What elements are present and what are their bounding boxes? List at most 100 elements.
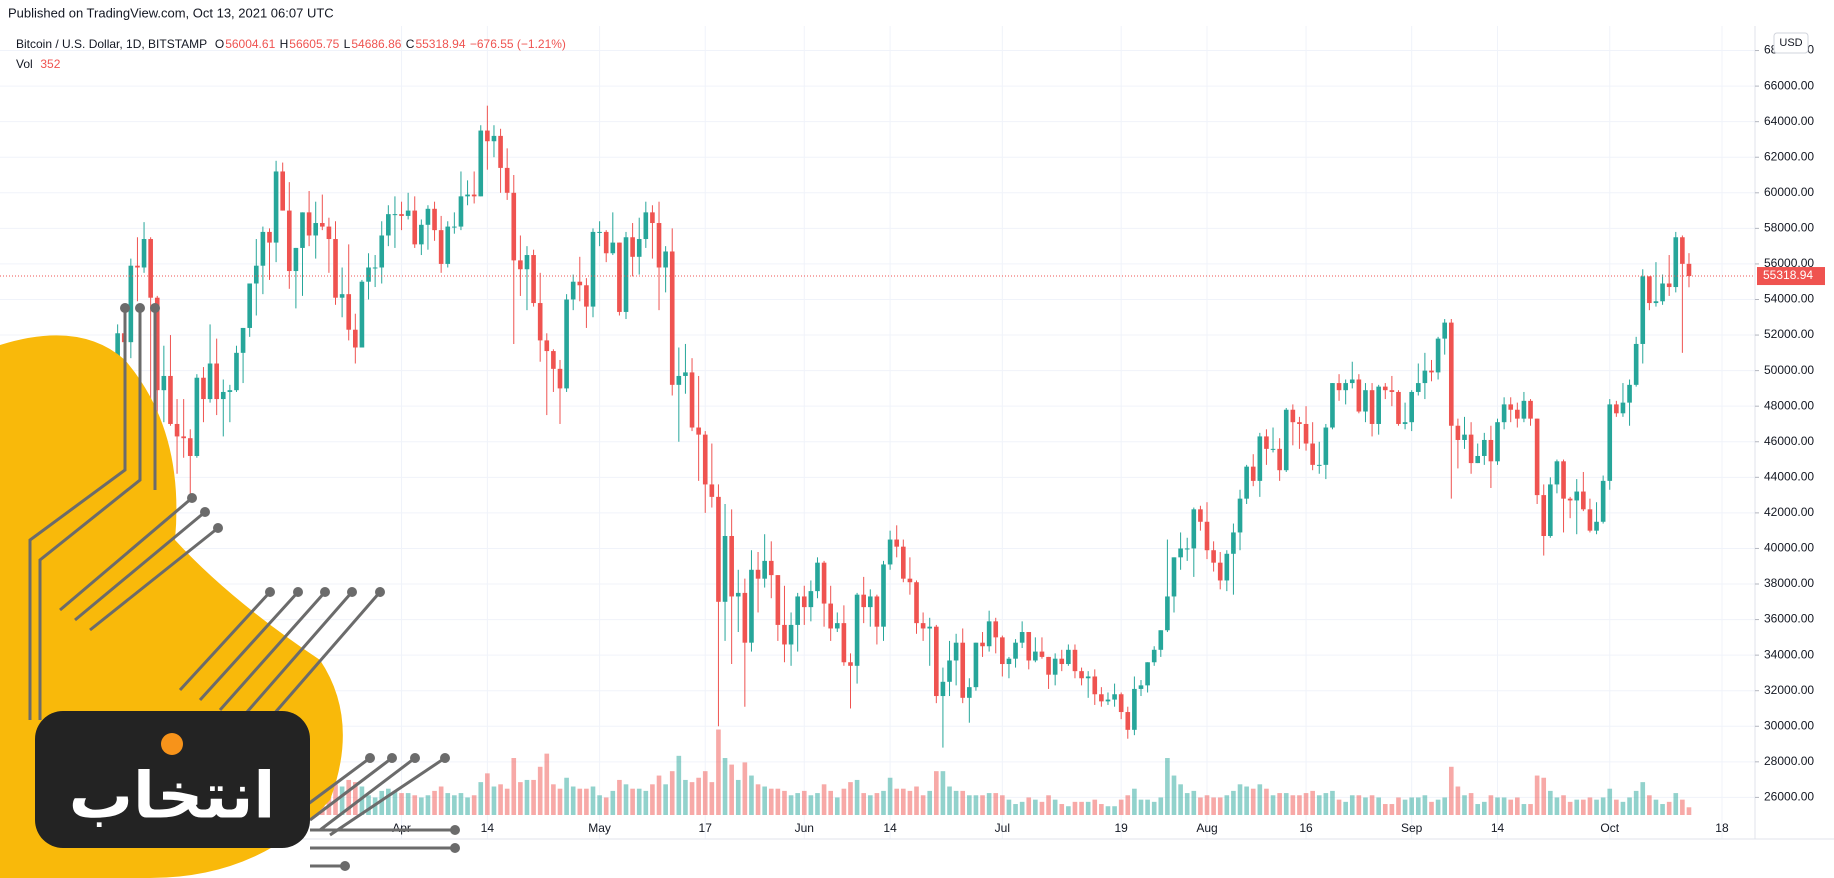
candle-body [339, 294, 345, 298]
candle-body [617, 242, 622, 312]
candle-body [821, 562, 827, 604]
volume-bar [1178, 784, 1183, 815]
volume-bar [452, 795, 457, 815]
candle-body [425, 208, 431, 225]
volume-bar [1363, 797, 1368, 815]
candle-body [1046, 656, 1051, 675]
x-tick-label: 18 [1715, 821, 1729, 835]
volume-bar [828, 790, 833, 815]
candle-body [1079, 671, 1084, 679]
volume-bar [577, 788, 583, 815]
volume-bar [623, 784, 629, 815]
volume-bar [841, 788, 847, 815]
volume-bar [432, 790, 437, 815]
x-tick-label: 17 [699, 821, 713, 835]
volume-bar [821, 784, 827, 815]
volume-bar [504, 788, 510, 815]
candle-body [187, 438, 193, 456]
candle-body [1548, 484, 1553, 536]
candle-body [861, 594, 867, 608]
volume-bar [1072, 801, 1078, 815]
candle-body [920, 623, 926, 629]
volume-bar [1567, 801, 1573, 815]
candle-body [900, 546, 906, 579]
volume-bar [1039, 801, 1045, 815]
y-tick-label: 56000.00 [1764, 256, 1814, 270]
y-tick-label: 40000.00 [1764, 541, 1814, 555]
volume-bar [1666, 801, 1672, 815]
volume-bar [485, 773, 490, 815]
candle-body [1620, 402, 1626, 414]
candle-body [630, 237, 635, 257]
candle-body [1290, 409, 1296, 423]
volume-bar [438, 786, 444, 815]
change: −676.55 (−1.21%) [469, 37, 566, 51]
candle-body [986, 621, 992, 647]
candle-body [1349, 379, 1355, 384]
y-tick-label: 28000.00 [1764, 754, 1814, 768]
volume-bar [735, 779, 741, 815]
candle-body [1099, 694, 1104, 702]
volume-bar [1297, 795, 1302, 815]
volume-bar [1475, 804, 1481, 815]
volume-bar [940, 771, 946, 815]
volume-bar [795, 793, 800, 815]
volume-bar [643, 790, 649, 815]
candle-body [801, 596, 807, 608]
volume-bar [1673, 793, 1679, 815]
volume-bar [920, 795, 926, 815]
candle-body [881, 564, 886, 627]
candle-body [1581, 491, 1586, 510]
candle-body [689, 372, 695, 428]
candle-body [1600, 480, 1606, 522]
y-tick-label: 60000.00 [1764, 185, 1814, 199]
volume-bar [1376, 797, 1381, 815]
volume-bar [1382, 804, 1388, 815]
volume-bar [326, 790, 332, 815]
candle-body [834, 623, 840, 629]
candle-body [1528, 400, 1533, 419]
volume-bar [471, 795, 477, 815]
x-tick-label: Sep [1401, 821, 1423, 835]
volume-bar [1409, 797, 1414, 815]
volume-bar [1356, 795, 1362, 815]
candle-body [1323, 427, 1329, 465]
candle-body [953, 642, 959, 661]
volume-bar [993, 793, 999, 815]
candle-body [590, 231, 596, 307]
volume-bar [419, 797, 424, 815]
candle-body [1171, 557, 1177, 597]
candle-body [366, 267, 371, 282]
volume-bar [1310, 790, 1315, 815]
candle-body [1270, 448, 1276, 450]
ohlc-key: L [343, 37, 351, 51]
candle-body [1118, 694, 1124, 713]
candle-body [702, 434, 708, 485]
candle-body [1297, 422, 1302, 424]
volume-bar [1118, 799, 1124, 815]
volume-bar [907, 790, 913, 815]
candle-layer [115, 105, 1692, 748]
candle-body [973, 642, 979, 688]
candle-body [1422, 370, 1428, 384]
volume-bar [887, 777, 893, 815]
candle-body [960, 642, 966, 698]
candle-body [141, 239, 147, 268]
volume-bar [478, 782, 484, 815]
logo-text: انتخاب [69, 760, 276, 834]
volume-bar [531, 779, 536, 815]
x-tick-label: Jun [795, 821, 814, 835]
candle-body [537, 303, 543, 341]
candle-body [1396, 391, 1401, 424]
volume-bar [1680, 799, 1685, 815]
candle-body [161, 375, 167, 391]
candle-body [716, 496, 721, 602]
volume-bar [412, 795, 418, 815]
volume-bar [1112, 806, 1117, 815]
candle-body [478, 130, 484, 197]
volume-bar [867, 795, 873, 815]
volume-bar [768, 788, 774, 815]
volume-bar [1290, 795, 1296, 815]
candle-body [1561, 461, 1566, 499]
volume-bar [458, 793, 464, 815]
